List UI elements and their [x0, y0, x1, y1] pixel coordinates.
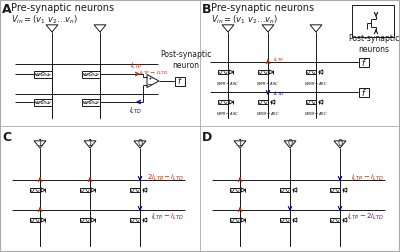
- Text: $w_{1a,1}$: $w_{1a,1}$: [34, 72, 52, 79]
- Polygon shape: [241, 188, 246, 192]
- Polygon shape: [241, 218, 246, 222]
- Text: 1: 1: [87, 139, 93, 147]
- Bar: [306, 100, 316, 104]
- Text: +: +: [147, 76, 152, 81]
- Bar: [130, 218, 140, 222]
- Text: $f$: $f$: [361, 86, 367, 98]
- Bar: [80, 218, 90, 222]
- Text: Post-synaptic
neuron: Post-synaptic neuron: [160, 50, 212, 70]
- Polygon shape: [229, 100, 234, 104]
- Bar: [82, 99, 100, 106]
- Bar: [230, 188, 240, 192]
- Text: $i_{LTP}-i_{LTD}$: $i_{LTP}-i_{LTD}$: [152, 212, 184, 222]
- Text: $w_{1b,1}$: $w_{1b,1}$: [34, 100, 52, 107]
- Text: $w_{PR-ARC}$: $w_{PR-ARC}$: [216, 110, 240, 118]
- Text: $w_{PR-ARC}$: $w_{PR-ARC}$: [216, 80, 240, 88]
- Bar: [352, 5, 394, 37]
- Bar: [258, 70, 268, 74]
- Text: $i_{LTD}$: $i_{LTD}$: [273, 89, 285, 99]
- Polygon shape: [41, 218, 46, 222]
- Text: Pre-synaptic neurons: Pre-synaptic neurons: [11, 3, 114, 13]
- Text: 1: 1: [237, 139, 243, 147]
- Text: B: B: [202, 3, 212, 16]
- Text: $w_{1b,2}$: $w_{1b,2}$: [82, 100, 100, 107]
- Bar: [82, 71, 100, 78]
- Polygon shape: [342, 188, 347, 192]
- Polygon shape: [91, 188, 96, 192]
- Bar: [359, 57, 369, 67]
- Text: $f$: $f$: [361, 56, 367, 68]
- Text: Post-synaptic
neurons: Post-synaptic neurons: [348, 34, 400, 54]
- Text: $w_{1a,2}$: $w_{1a,2}$: [82, 72, 100, 79]
- Text: A: A: [2, 3, 12, 16]
- Text: $w_{NR-ARC}$: $w_{NR-ARC}$: [304, 80, 328, 88]
- Polygon shape: [319, 70, 323, 74]
- Text: C: C: [2, 131, 11, 144]
- Bar: [34, 71, 52, 78]
- Text: D: D: [202, 131, 212, 144]
- Polygon shape: [229, 70, 234, 74]
- Text: 0: 0: [137, 139, 143, 147]
- Text: $V_{in}=(v_1\ v_2\ldots v_n)$: $V_{in}=(v_1\ v_2\ldots v_n)$: [11, 13, 78, 25]
- Text: $i_{LTP}-i_{LTD}$: $i_{LTP}-i_{LTD}$: [139, 68, 168, 77]
- Bar: [30, 218, 40, 222]
- Polygon shape: [142, 188, 147, 192]
- Polygon shape: [269, 70, 274, 74]
- Text: 0: 0: [287, 139, 293, 147]
- Text: $V_{in}=(v_1\ v_2\ldots v_n)$: $V_{in}=(v_1\ v_2\ldots v_n)$: [211, 13, 278, 25]
- Text: 0: 0: [337, 139, 343, 147]
- Bar: [359, 87, 369, 97]
- Polygon shape: [319, 100, 323, 104]
- Bar: [306, 70, 316, 74]
- Polygon shape: [142, 218, 147, 222]
- Text: $i_{LTP}$: $i_{LTP}$: [273, 55, 284, 65]
- Text: 1: 1: [37, 139, 43, 147]
- Text: $i_{LTD}$: $i_{LTD}$: [130, 106, 142, 116]
- Polygon shape: [293, 188, 297, 192]
- Polygon shape: [91, 218, 96, 222]
- Bar: [330, 188, 340, 192]
- Polygon shape: [342, 218, 347, 222]
- Bar: [80, 188, 90, 192]
- Bar: [280, 218, 290, 222]
- Text: $-$: $-$: [146, 80, 153, 86]
- Text: $w_{NR-ARC}$: $w_{NR-ARC}$: [304, 110, 328, 118]
- Text: $f$: $f$: [177, 76, 183, 86]
- Polygon shape: [293, 218, 297, 222]
- Bar: [34, 99, 52, 106]
- Bar: [30, 188, 40, 192]
- Text: $w_{NR-ARC}$: $w_{NR-ARC}$: [256, 110, 280, 118]
- Bar: [130, 188, 140, 192]
- Bar: [175, 77, 185, 85]
- Bar: [280, 188, 290, 192]
- Text: Pre-synaptic neurons: Pre-synaptic neurons: [211, 3, 314, 13]
- Text: $2i_{LTP}-i_{LTD}$: $2i_{LTP}-i_{LTD}$: [147, 173, 184, 183]
- Bar: [258, 100, 268, 104]
- Text: $i_{LTP}-2i_{LTD}$: $i_{LTP}-2i_{LTD}$: [347, 212, 384, 222]
- Text: $w_{PR-ARC}$: $w_{PR-ARC}$: [256, 80, 280, 88]
- Text: $i_{LTP}$: $i_{LTP}$: [130, 60, 142, 71]
- Polygon shape: [41, 188, 46, 192]
- Polygon shape: [271, 100, 275, 104]
- Text: $i_{LTP}-i_{LTD}$: $i_{LTP}-i_{LTD}$: [352, 173, 384, 183]
- Bar: [218, 100, 228, 104]
- Bar: [230, 218, 240, 222]
- Bar: [218, 70, 228, 74]
- Bar: [330, 218, 340, 222]
